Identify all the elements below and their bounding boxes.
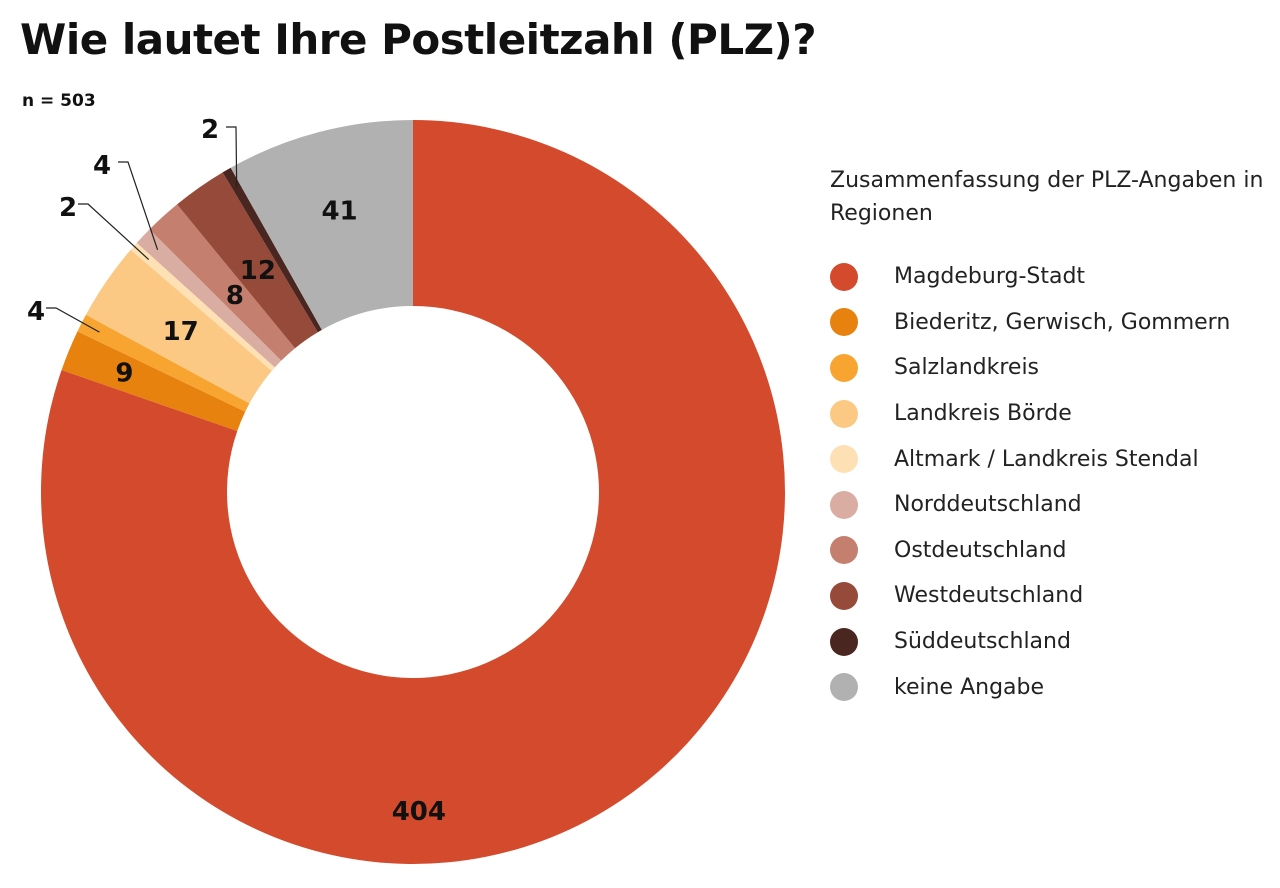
leader-line-altmark-landkreis-stendal — [78, 203, 150, 260]
legend-swatch — [830, 399, 858, 428]
legend-item-westdeutschland: Westdeutschland — [830, 573, 1270, 619]
slice-altmark-landkreis-stendal — [130, 242, 275, 371]
slice-sueddeutschland — [222, 167, 322, 333]
legend-item-sueddeutschland: Süddeutschland — [830, 619, 1270, 665]
legend-swatch — [830, 581, 858, 610]
donut-slices — [41, 120, 786, 864]
legend-swatch — [830, 353, 858, 382]
legend-swatch — [830, 490, 858, 519]
legend-label: Magdeburg-Stadt — [894, 264, 1086, 290]
data-label-altmark-landkreis-stendal: 2 — [59, 193, 77, 223]
legend-label: Salzlandkreis — [894, 355, 1040, 381]
legend-item-ostdeutschland: Ostdeutschland — [830, 528, 1270, 574]
slice-biederitz-gerwisch-gommern — [61, 331, 246, 431]
legend-swatch — [830, 673, 858, 702]
legend-label: Landkreis Börde — [894, 401, 1072, 427]
legend-item-salzlandkreis: Salzlandkreis — [830, 345, 1270, 391]
legend-label: Biederitz, Gerwisch, Gommern — [894, 309, 1231, 335]
leader-line-salzlandkreis — [46, 307, 100, 333]
data-label-landkreis-boerde: 17 — [163, 317, 199, 347]
legend-label: Altmark / Landkreis Stendal — [894, 446, 1199, 472]
legend-item-biederitz-gerwisch-gommern: Biederitz, Gerwisch, Gommern — [830, 300, 1270, 346]
legend-label: Norddeutschland — [894, 492, 1082, 518]
slice-keine-angabe — [230, 120, 413, 330]
data-label-westdeutschland: 12 — [240, 256, 276, 286]
legend-swatch — [830, 536, 858, 565]
sample-size: n = 503 — [22, 91, 96, 111]
slice-salzlandkreis — [77, 314, 250, 412]
legend-list: Magdeburg-Stadt Biederitz, Gerwisch, Gomm… — [830, 254, 1270, 710]
slice-landkreis-boerde — [85, 249, 272, 404]
legend-item-norddeutschland: Norddeutschland — [830, 482, 1270, 528]
leader-line-sueddeutschland — [226, 126, 238, 188]
slice-norddeutschland — [136, 229, 282, 368]
legend-title: Zusammenfassung der PLZ-Angaben in Regio… — [830, 168, 1264, 226]
data-label-ostdeutschland: 8 — [226, 281, 244, 311]
legend-label: keine Angabe — [894, 674, 1045, 700]
leader-line-norddeutschland — [118, 161, 159, 250]
legend-item-keine-angabe: keine Angabe — [830, 664, 1270, 710]
chart-title: Wie lautet Ihre Postleitzahl (PLZ)? — [20, 15, 817, 64]
leader-lines — [46, 126, 238, 333]
legend-swatch — [830, 262, 858, 291]
data-label-biederitz-gerwisch-gommern: 9 — [115, 358, 133, 388]
legend-label: Süddeutschland — [894, 629, 1071, 655]
data-label-norddeutschland: 4 — [93, 151, 111, 181]
slice-magdeburg-stadt — [41, 120, 786, 864]
legend-swatch — [830, 445, 858, 474]
data-label-salzlandkreis: 4 — [27, 297, 45, 327]
data-label-magdeburg-stadt: 404 — [392, 797, 446, 827]
legend-label: Ostdeutschland — [894, 537, 1067, 563]
legend-item-magdeburg-stadt: Magdeburg-Stadt — [830, 254, 1270, 300]
legend-item-altmark-landkreis-stendal: Altmark / Landkreis Stendal — [830, 436, 1270, 482]
legend-label: Westdeutschland — [894, 583, 1084, 609]
legend-item-landkreis-boerde: Landkreis Börde — [830, 391, 1270, 437]
data-label-keine-angabe: 41 — [321, 196, 357, 226]
legend: Zusammenfassung der PLZ-Angaben in Regio… — [830, 164, 1270, 710]
data-label-sueddeutschland: 2 — [201, 115, 219, 145]
legend-swatch — [830, 627, 858, 656]
legend-swatch — [830, 308, 858, 337]
slice-ostdeutschland — [149, 204, 296, 361]
slice-westdeutschland — [177, 172, 318, 349]
